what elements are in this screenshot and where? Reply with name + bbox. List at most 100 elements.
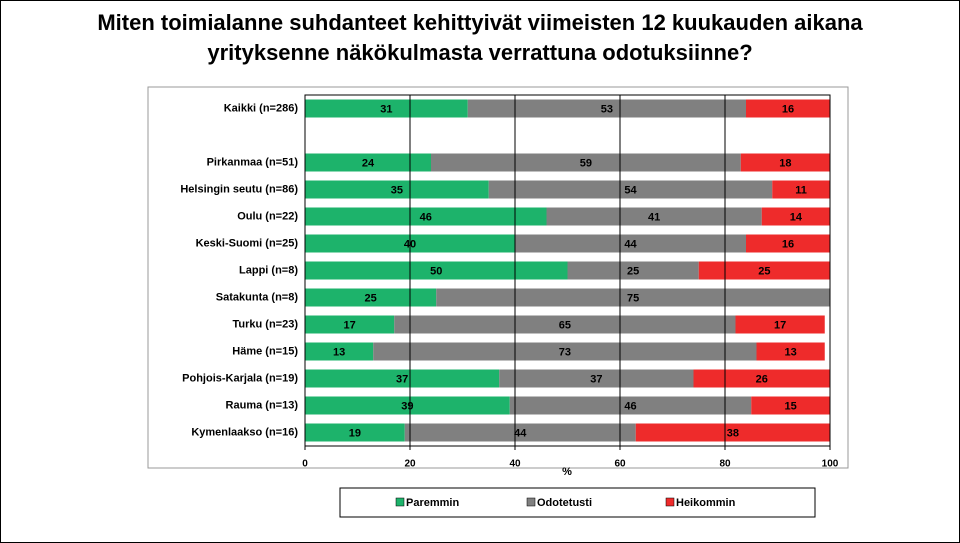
bar-segment	[509, 396, 752, 415]
legend-swatch	[395, 497, 405, 507]
value-label: 65	[559, 319, 571, 331]
value-label: 19	[349, 427, 361, 439]
y-tick-label: Kaikki (n=286)	[224, 102, 299, 114]
legend-box	[339, 487, 816, 518]
y-tick-label: Kymenlaakso (n=16)	[191, 426, 298, 438]
bar-segment	[761, 207, 830, 226]
bar-segment	[305, 315, 395, 334]
bar-segment	[305, 207, 547, 226]
value-label: 15	[785, 400, 797, 412]
value-label: 16	[782, 103, 794, 115]
bar-segment	[305, 153, 431, 172]
bar-segment	[515, 234, 746, 253]
bar-segment	[305, 369, 500, 388]
y-tick-label: Pirkanmaa (n=51)	[207, 156, 299, 168]
value-label: 41	[648, 211, 660, 223]
bar-segment	[635, 423, 830, 442]
value-label: 46	[624, 400, 636, 412]
bar-segment	[305, 180, 489, 199]
y-tick-label: Pohjois-Karjala (n=19)	[182, 372, 298, 384]
value-label: 25	[365, 292, 377, 304]
value-label: 75	[627, 292, 639, 304]
bar-segment	[467, 99, 746, 118]
legend-swatch	[526, 497, 536, 507]
value-label: 50	[430, 265, 442, 277]
plot-border	[304, 94, 831, 447]
legend-label: Paremmin	[406, 497, 459, 509]
bar-segment	[567, 261, 699, 280]
value-label: 44	[624, 238, 637, 250]
bar-segment	[756, 342, 825, 361]
legend-label: Odotetusti	[537, 497, 592, 509]
bar-segment	[305, 396, 510, 415]
bar-segment	[305, 423, 405, 442]
y-tick-label: Lappi (n=8)	[239, 264, 298, 276]
bar-segment	[436, 288, 830, 307]
value-label: 17	[774, 319, 786, 331]
value-label: 26	[756, 373, 768, 385]
x-tick-label: 100	[822, 459, 839, 470]
x-tick-label: 0	[302, 459, 308, 470]
value-label: 11	[795, 184, 807, 196]
y-tick-label: Rauma (n=13)	[226, 399, 299, 411]
value-label: 31	[380, 103, 392, 115]
value-label: 59	[580, 157, 592, 169]
value-label: 25	[627, 265, 639, 277]
legend-label: Heikommin	[676, 497, 736, 509]
bar-segment	[740, 153, 830, 172]
bar-segment	[772, 180, 830, 199]
value-label: 24	[362, 157, 375, 169]
value-label: 14	[790, 211, 803, 223]
y-tick-label: Keski-Suomi (n=25)	[196, 237, 299, 249]
bar-segment	[488, 180, 773, 199]
value-label: 35	[391, 184, 403, 196]
legend-swatch	[665, 497, 675, 507]
value-label: 39	[401, 400, 413, 412]
x-axis-label: %	[562, 466, 572, 478]
y-tick-label: Oulu (n=22)	[237, 210, 298, 222]
value-label: 25	[758, 265, 770, 277]
value-label: 38	[727, 427, 739, 439]
bar-segment	[373, 342, 757, 361]
bar-segment	[394, 315, 736, 334]
value-label: 46	[420, 211, 432, 223]
bar-segment	[751, 396, 830, 415]
x-tick-label: 80	[719, 459, 731, 470]
y-tick-label: Helsingin seutu (n=86)	[180, 183, 298, 195]
bar-segment	[305, 99, 468, 118]
bar-segment	[698, 261, 830, 280]
value-label: 17	[344, 319, 356, 331]
bar-segment	[746, 99, 830, 118]
x-tick-label: 20	[404, 459, 416, 470]
bar-segment	[305, 342, 374, 361]
value-label: 37	[396, 373, 408, 385]
y-tick-label: Satakunta (n=8)	[216, 291, 299, 303]
bar-segment	[499, 369, 694, 388]
chart-title: Miten toimialanne suhdanteet kehittyivät…	[97, 10, 863, 65]
value-label: 37	[590, 373, 602, 385]
x-tick-label: 40	[509, 459, 521, 470]
bar-segment	[693, 369, 830, 388]
y-tick-label: Turku (n=23)	[232, 318, 298, 330]
y-tick-label: Häme (n=15)	[232, 345, 298, 357]
x-tick-label: 60	[614, 459, 626, 470]
value-label: 16	[782, 238, 794, 250]
value-label: 73	[559, 346, 571, 358]
bar-segment	[735, 315, 825, 334]
value-label: 54	[624, 184, 637, 196]
bar-segment	[546, 207, 762, 226]
bar-segment	[431, 153, 741, 172]
value-label: 53	[601, 103, 613, 115]
value-label: 13	[333, 346, 345, 358]
value-label: 13	[785, 346, 797, 358]
bars	[305, 99, 830, 442]
bar-segment	[305, 288, 437, 307]
chart-area	[147, 86, 849, 469]
value-label: 18	[779, 157, 791, 169]
bar-segment	[746, 234, 830, 253]
bar-segment	[305, 261, 568, 280]
value-label: 44	[514, 427, 527, 439]
bar-segment	[404, 423, 636, 442]
